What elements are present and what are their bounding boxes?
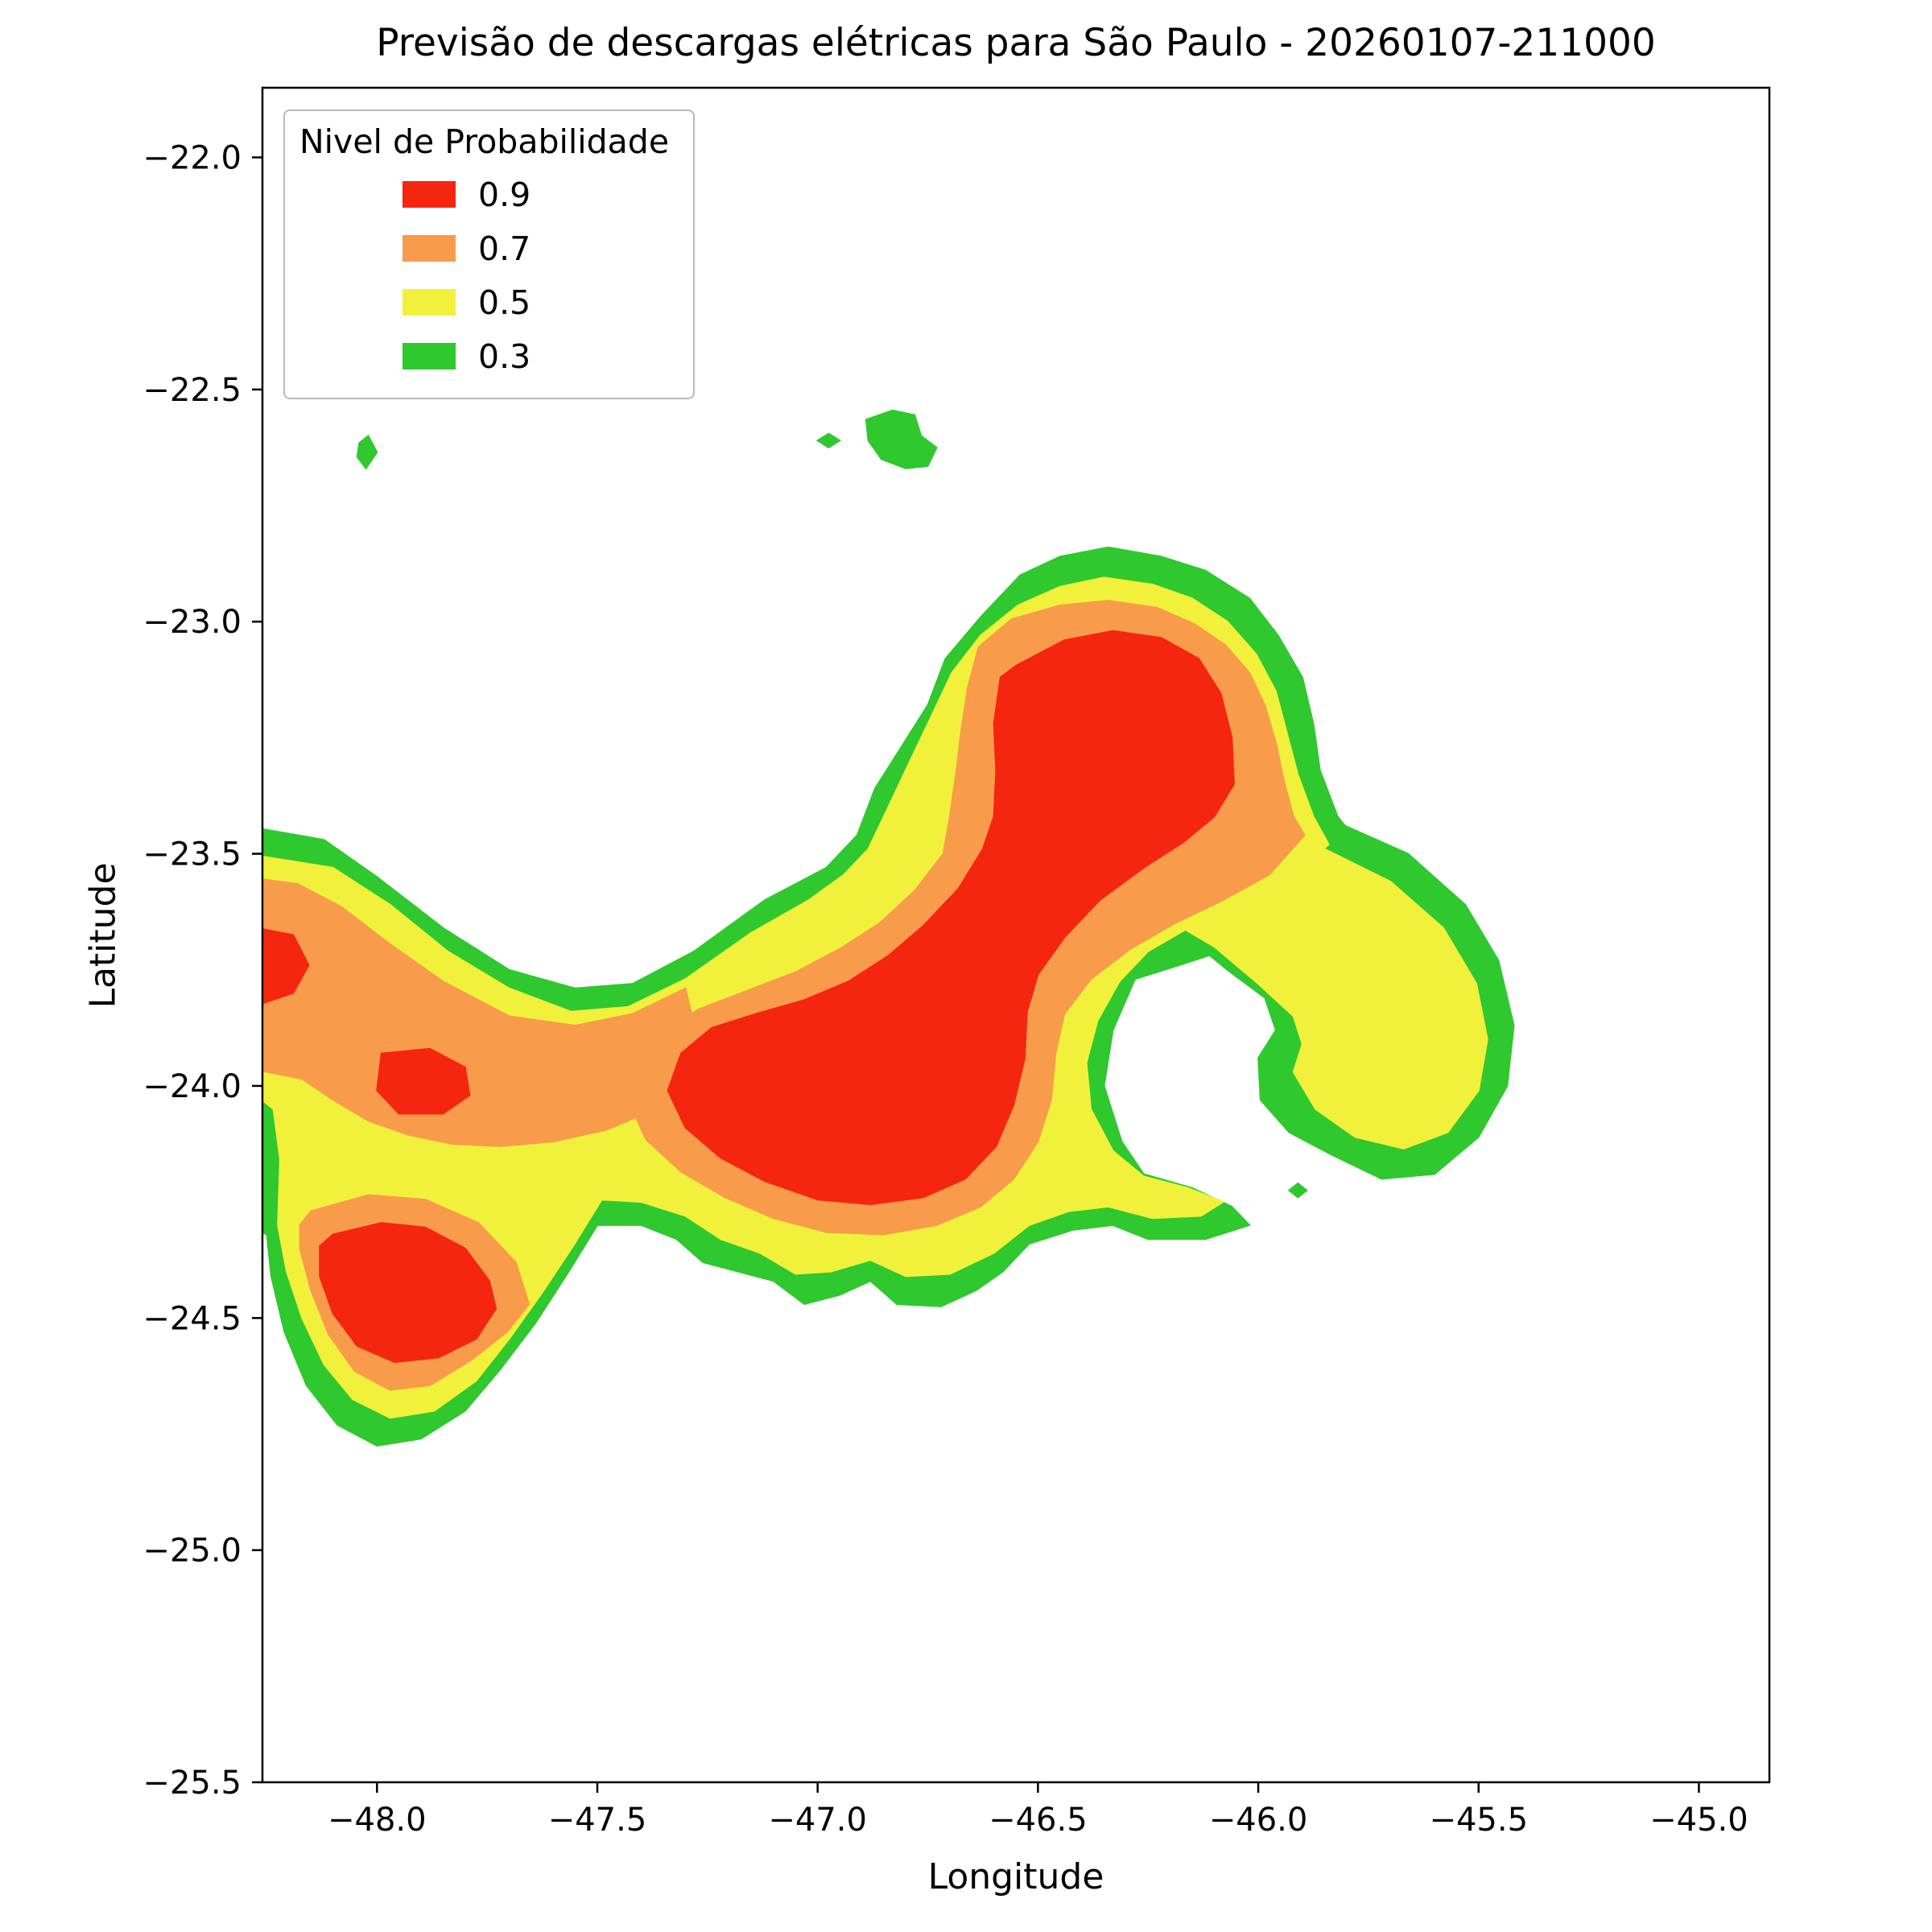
- legend-entry-label: 0.5: [478, 283, 531, 322]
- x-tick-label: −46.0: [1209, 1802, 1308, 1839]
- contour-level-0.3: [1287, 1182, 1308, 1199]
- y-tick-label: −25.0: [142, 1533, 242, 1570]
- contour-level-0.9: [667, 630, 1235, 1206]
- plot-border: [261, 86, 1771, 1784]
- y-tick-label: −22.5: [142, 372, 242, 409]
- x-tick-label: −47.0: [768, 1802, 867, 1839]
- contour-level-0.9: [262, 928, 310, 1005]
- legend-swatch: [402, 235, 456, 262]
- legend: Nivel de Probabilidade 0.9 0.7 0.5 0.3: [283, 109, 696, 399]
- legend-row: 0.3: [299, 329, 669, 383]
- contour-level-0.9: [319, 1222, 497, 1364]
- legend-swatch: [402, 343, 456, 369]
- x-tick-label: −45.5: [1429, 1802, 1528, 1839]
- legend-entries: 0.9 0.7 0.5 0.3: [299, 167, 669, 383]
- legend-entry-label: 0.9: [478, 175, 531, 214]
- contour-level-0.5: [1133, 843, 1488, 1150]
- x-tick-label: −47.5: [548, 1802, 647, 1839]
- legend-row: 0.7: [299, 221, 669, 275]
- y-tick-label: −24.5: [142, 1300, 242, 1337]
- contour-level-0.3: [815, 432, 841, 449]
- y-tick-label: −22.0: [142, 140, 242, 177]
- legend-entry-label: 0.7: [478, 229, 531, 268]
- legend-title: Nivel de Probabilidade: [299, 122, 670, 161]
- y-tick-label: −25.5: [142, 1765, 242, 1802]
- contour-regions: [262, 409, 1515, 1447]
- legend-row: 0.5: [299, 275, 669, 329]
- contour-level-0.3: [865, 409, 938, 469]
- contour-level-0.9: [376, 1047, 471, 1115]
- x-tick-label: −46.5: [989, 1802, 1088, 1839]
- y-tick-label: −23.0: [142, 604, 242, 641]
- legend-entry-label: 0.3: [478, 336, 531, 376]
- x-tick-label: −48.0: [328, 1802, 427, 1839]
- legend-row: 0.9: [299, 167, 669, 221]
- contour-level-0.7: [262, 878, 696, 1147]
- legend-swatch: [402, 289, 456, 316]
- x-axis-label: Longitude: [927, 1856, 1104, 1897]
- contour-level-0.3: [356, 434, 378, 470]
- legend-swatch: [402, 181, 456, 208]
- y-tick-label: −24.0: [142, 1068, 242, 1105]
- chart-title: Previsão de descargas elétricas para São…: [376, 21, 1656, 65]
- x-tick-label: −45.0: [1649, 1802, 1748, 1839]
- y-tick-label: −23.5: [142, 836, 242, 873]
